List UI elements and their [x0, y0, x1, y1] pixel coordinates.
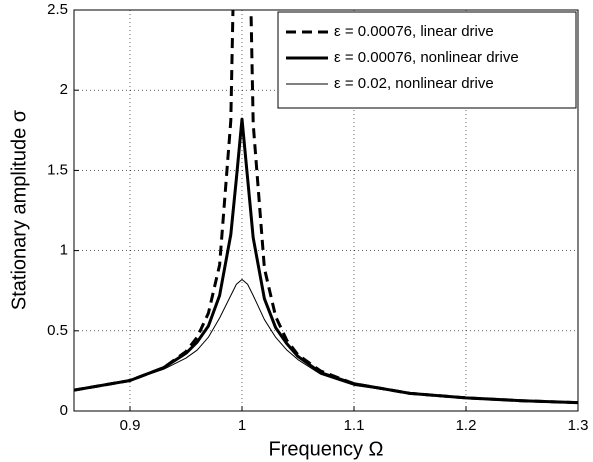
series-line: [74, 278, 578, 404]
x-tick-label: 1.3: [568, 417, 589, 434]
y-tick-label: 2: [60, 81, 68, 98]
y-tick-label: 2.5: [47, 1, 68, 18]
x-tick-label: 1: [238, 417, 246, 434]
y-tick-label: 1.5: [47, 161, 68, 178]
x-tick-label: 0.9: [120, 417, 141, 434]
legend-label: ε = 0.00076, linear drive: [334, 23, 494, 40]
x-axis-label: Frequency Ω: [269, 438, 384, 460]
lines: [74, 10, 578, 405]
y-tick-label: 1: [60, 242, 68, 259]
axes-frame: [73, 9, 579, 412]
ticks: 0.9 1 1.1 1.2 1.3 0 0.5 1 1.5 2 2.5: [47, 1, 588, 434]
legend-box: [277, 11, 577, 109]
y-tick-label: 0: [60, 402, 68, 419]
legend-label: ε = 0.00076, nonlinear drive: [334, 49, 519, 66]
y-tick-label: 0.5: [47, 322, 68, 339]
series-line: [74, 117, 578, 405]
y-axis-label: Stationary amplitude σ: [8, 109, 30, 310]
x-tick-label: 1.1: [344, 417, 365, 434]
legend-label: ε = 0.02, nonlinear drive: [334, 75, 494, 92]
legend: ε = 0.00076, linear drive ε = 0.00076, no…: [277, 11, 577, 109]
x-tick-label: 1.2: [456, 417, 477, 434]
